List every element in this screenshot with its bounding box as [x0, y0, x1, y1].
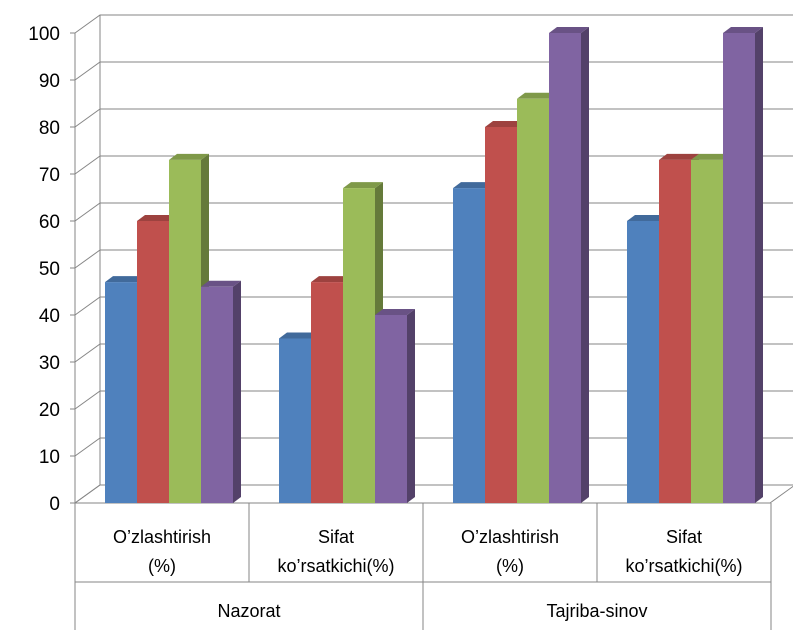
bar-top [691, 153, 731, 160]
bar [201, 280, 241, 503]
y-tick-label: 30 [39, 353, 60, 374]
bar-top [201, 280, 241, 287]
bar-front [723, 33, 755, 503]
bar-front [659, 159, 691, 503]
y-tick-label: 60 [39, 212, 60, 233]
y-tick-label: 90 [39, 71, 60, 92]
bar [549, 27, 589, 503]
bar-top [627, 215, 667, 221]
bar-front [311, 282, 343, 503]
bar-top [517, 92, 557, 99]
x-category-label: (%) [496, 556, 524, 576]
bar-top [311, 276, 351, 283]
x-category-label: Sifat [318, 527, 354, 547]
bar-front [137, 221, 169, 503]
bar-side [755, 27, 763, 503]
gridline [74, 14, 793, 34]
x-category-label: O’zlashtirish [113, 527, 211, 547]
y-tick-label: 50 [39, 259, 60, 280]
y-tick-label: 80 [39, 118, 60, 139]
bar-top [169, 153, 209, 160]
bar-top [485, 121, 525, 127]
x-category-label: Sifat [666, 527, 702, 547]
bar-side [233, 280, 241, 503]
y-tick-label: 40 [39, 306, 60, 327]
bar-top [343, 182, 383, 189]
x-category-label: ko’rsatkichi(%) [277, 556, 394, 576]
bar-side [407, 309, 415, 503]
y-axis-ticks: 0 10 20 30 40 50 60 70 80 90 100 [28, 24, 75, 515]
x-group-label: Nazorat [217, 601, 280, 621]
bar [375, 309, 415, 503]
bar-top [137, 215, 177, 221]
y-tick-label: 0 [49, 494, 60, 515]
bar-top [105, 276, 145, 283]
bar-front [627, 221, 659, 503]
bar-front [343, 188, 375, 503]
bars [105, 27, 763, 504]
bar-front [169, 159, 201, 503]
x-axis: O’zlashtirish (%) Sifat ko’rsatkichi(%) O’zl… [74, 503, 772, 630]
y-tick-label: 10 [39, 447, 60, 468]
bar-front [549, 33, 581, 503]
bar-front [201, 286, 233, 503]
y-tick-label: 100 [28, 24, 60, 45]
x-group-label: Tajriba-sinov [546, 601, 647, 621]
y-tick-label: 20 [39, 400, 60, 421]
bar-front [279, 338, 311, 503]
bar-front [105, 282, 137, 503]
bar-top [723, 27, 763, 33]
bar-front [453, 188, 485, 503]
bar-top [659, 153, 699, 160]
bar-top [453, 182, 493, 189]
bar-top [279, 332, 319, 339]
x-category-label: O’zlashtirish [461, 527, 559, 547]
bar-top [549, 27, 589, 33]
bar [723, 27, 763, 503]
bar-side [581, 27, 589, 503]
bar-front [691, 159, 723, 503]
bar-top [375, 309, 415, 315]
bar-front [485, 127, 517, 503]
x-category-label: ko’rsatkichi(%) [625, 556, 742, 576]
x-category-label: (%) [148, 556, 176, 576]
bar-front [517, 98, 549, 504]
bar-front [375, 315, 407, 503]
y-tick-label: 70 [39, 165, 60, 186]
